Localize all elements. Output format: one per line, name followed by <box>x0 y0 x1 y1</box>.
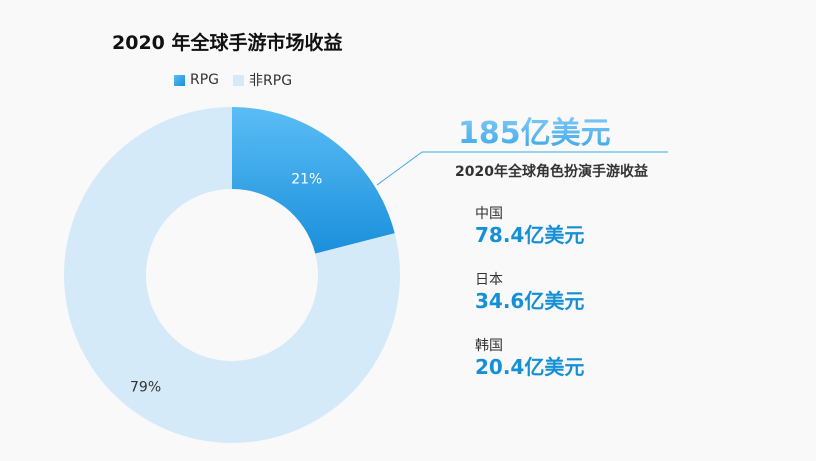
chart-title: 2020 年全球手游市场收益 <box>112 32 343 54</box>
region-japan: 日本 34.6亿美元 <box>475 271 584 313</box>
legend-swatch-non-rpg <box>233 74 245 86</box>
legend-label-rpg: RPG <box>190 72 220 88</box>
legend-swatch-rpg <box>174 74 185 86</box>
slice-rpg <box>232 107 395 254</box>
region-china: 中国 78.4亿美元 <box>475 205 584 247</box>
legend-item-rpg: RPG <box>174 72 219 88</box>
region-korea: 韩国 20.4亿美元 <box>475 337 584 379</box>
callout-subtitle: 2020年全球角色扮演手游收益 <box>455 164 648 180</box>
region-value: 78.4亿美元 <box>475 223 585 247</box>
region-value: 34.6亿美元 <box>475 289 585 313</box>
region-name: 日本 <box>475 272 503 288</box>
legend: RPG 非RPG <box>174 70 306 90</box>
region-value: 20.4亿美元 <box>475 355 585 379</box>
slice-label-rpg: 21% <box>291 172 322 188</box>
region-name: 韩国 <box>475 338 503 354</box>
slice-label-non-rpg: 79% <box>130 379 161 395</box>
callout-line-diagonal <box>376 151 423 186</box>
callout-big-number: 185亿美元 <box>458 108 611 152</box>
legend-item-non-rpg: 非RPG <box>233 70 292 90</box>
region-name: 中国 <box>475 206 503 222</box>
slice-non-rpg <box>64 107 401 443</box>
legend-label-non-rpg: 非RPG <box>249 73 293 89</box>
